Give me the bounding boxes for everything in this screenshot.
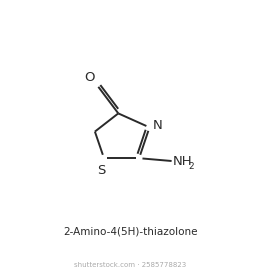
Text: shutterstock.com · 2585778823: shutterstock.com · 2585778823: [74, 262, 186, 268]
Text: 2-Amino-4(5H)-thiazolone: 2-Amino-4(5H)-thiazolone: [63, 226, 197, 236]
Text: 2: 2: [188, 162, 194, 171]
Text: O: O: [84, 71, 95, 83]
Text: N: N: [152, 119, 162, 132]
Text: S: S: [97, 164, 106, 177]
Text: NH: NH: [173, 155, 192, 167]
